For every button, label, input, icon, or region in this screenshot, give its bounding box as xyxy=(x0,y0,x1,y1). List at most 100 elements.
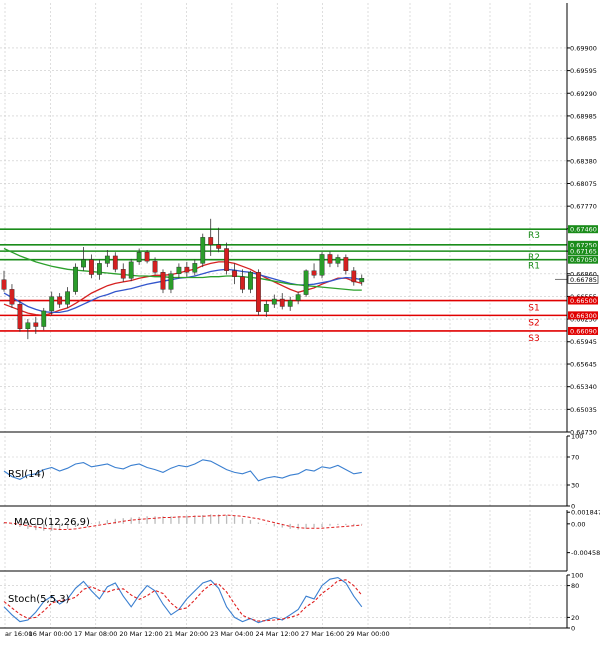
x-tick-label: 20 Mar 12:00 xyxy=(119,630,162,638)
candle-body xyxy=(1,279,7,290)
candle-body xyxy=(248,272,253,290)
y-tick-label: 0.001847 xyxy=(571,509,600,517)
y-tick-label: 0.64730 xyxy=(570,429,597,437)
y-tick-label: 0.66250 xyxy=(570,316,597,324)
y-tick-label: 0 xyxy=(571,625,575,633)
y-tick-label: 0.68685 xyxy=(570,135,597,143)
y-tick-label: 0.68380 xyxy=(570,157,597,165)
candle-body xyxy=(279,298,285,307)
y-tick-label: 0.69900 xyxy=(570,44,597,52)
candle-body xyxy=(208,237,214,246)
level-price-label: 0.67050 xyxy=(570,256,597,264)
level-price-tag xyxy=(568,311,598,320)
y-tick-label: 30 xyxy=(571,482,579,490)
level-price-label: 0.66090 xyxy=(570,327,597,335)
candle-body xyxy=(319,254,325,276)
candle-body xyxy=(41,310,47,327)
candle-body xyxy=(160,272,166,290)
x-tick-label: 16 Mar 00:00 xyxy=(29,630,72,638)
macd-title: MACD(12,26,9) xyxy=(14,517,90,528)
candle-body xyxy=(351,270,357,283)
candle-body xyxy=(152,260,158,273)
y-tick-label: 0 xyxy=(571,503,575,511)
x-tick-label: 17 Mar 08:00 xyxy=(74,630,117,638)
level-price-label: 0.67165 xyxy=(570,248,597,256)
level-price-tag xyxy=(568,247,598,256)
candle-body xyxy=(33,322,39,327)
level-name-label: S2 xyxy=(528,318,539,328)
level-price-label: 0.67250 xyxy=(570,241,597,249)
level-price-tag xyxy=(568,255,598,264)
candle-body xyxy=(240,276,245,290)
x-tick-label: ar 16:00 xyxy=(5,630,32,638)
y-tick-label: 0.69290 xyxy=(570,90,597,98)
y-tick-label: 0.67770 xyxy=(570,203,597,211)
candle-body xyxy=(17,304,23,329)
candle-body xyxy=(192,263,198,273)
candle-body xyxy=(73,266,78,292)
macd-signal-line xyxy=(3,514,362,530)
level-name-label: S3 xyxy=(528,334,539,344)
candle-body xyxy=(359,278,365,283)
candle-body xyxy=(311,270,317,276)
y-tick-label: 0.66860 xyxy=(570,270,597,278)
candle-body xyxy=(49,296,55,312)
candle-body xyxy=(327,254,333,264)
y-tick-label: 0.65340 xyxy=(570,383,597,391)
candle-body xyxy=(65,291,71,305)
candle-body xyxy=(112,255,118,270)
y-tick-label: 0.65645 xyxy=(570,361,597,369)
y-tick-label: 0.69595 xyxy=(570,67,597,75)
candle-body xyxy=(81,259,86,268)
y-tick-label: 0.65035 xyxy=(570,406,597,414)
last-price-label: 0.66785 xyxy=(570,276,597,284)
y-tick-label: 0.00 xyxy=(571,520,585,528)
y-tick-label: 100 xyxy=(571,572,583,580)
stoch-d-line xyxy=(3,579,363,622)
candle-body xyxy=(89,259,94,275)
x-tick-label: 21 Mar 20:00 xyxy=(165,630,208,638)
candle-body xyxy=(96,263,102,275)
candle-body xyxy=(263,304,269,312)
stoch-title: Stoch(5,5,3) xyxy=(8,594,70,605)
candle-body xyxy=(128,261,134,279)
rsi-line xyxy=(3,459,362,482)
candle-body xyxy=(200,237,206,264)
moving-average-line xyxy=(3,261,362,317)
level-price-label: 0.66300 xyxy=(570,312,597,320)
candle-body xyxy=(120,269,126,279)
level-name-label: S1 xyxy=(528,304,539,314)
candle-body xyxy=(216,244,222,249)
x-tick-label: 29 Mar 00:00 xyxy=(346,630,389,638)
y-tick-label: 80 xyxy=(571,582,579,590)
rsi-title: RSI(14) xyxy=(8,469,45,480)
candle-body xyxy=(335,257,341,264)
moving-average-line xyxy=(3,247,362,291)
level-name-label: R3 xyxy=(528,231,540,241)
y-tick-label: 0.68985 xyxy=(570,112,597,120)
candle-body xyxy=(303,270,309,295)
candle-body xyxy=(9,289,15,305)
candle-body xyxy=(271,298,277,305)
candle-body xyxy=(176,266,182,274)
x-tick-label: 23 Mar 04:00 xyxy=(210,630,253,638)
x-tick-label: 24 Mar 12:00 xyxy=(256,630,299,638)
level-name-label: R2 xyxy=(528,253,540,263)
candle-body xyxy=(25,322,31,329)
level-price-tag xyxy=(568,240,598,249)
candle-body xyxy=(136,252,142,263)
candle-body xyxy=(343,257,349,271)
level-name-label: R1 xyxy=(528,262,540,272)
y-tick-label: 0.68075 xyxy=(570,180,597,188)
y-tick-label: 20 xyxy=(571,614,579,622)
level-price-tag xyxy=(568,326,598,335)
candle-body xyxy=(144,252,150,262)
candle-body xyxy=(168,273,174,290)
candle-body xyxy=(184,266,190,273)
y-tick-label: 100 xyxy=(571,433,583,441)
candle-body xyxy=(104,255,110,264)
x-tick-label: 27 Mar 16:00 xyxy=(301,630,344,638)
level-price-label: 0.66500 xyxy=(570,297,597,305)
